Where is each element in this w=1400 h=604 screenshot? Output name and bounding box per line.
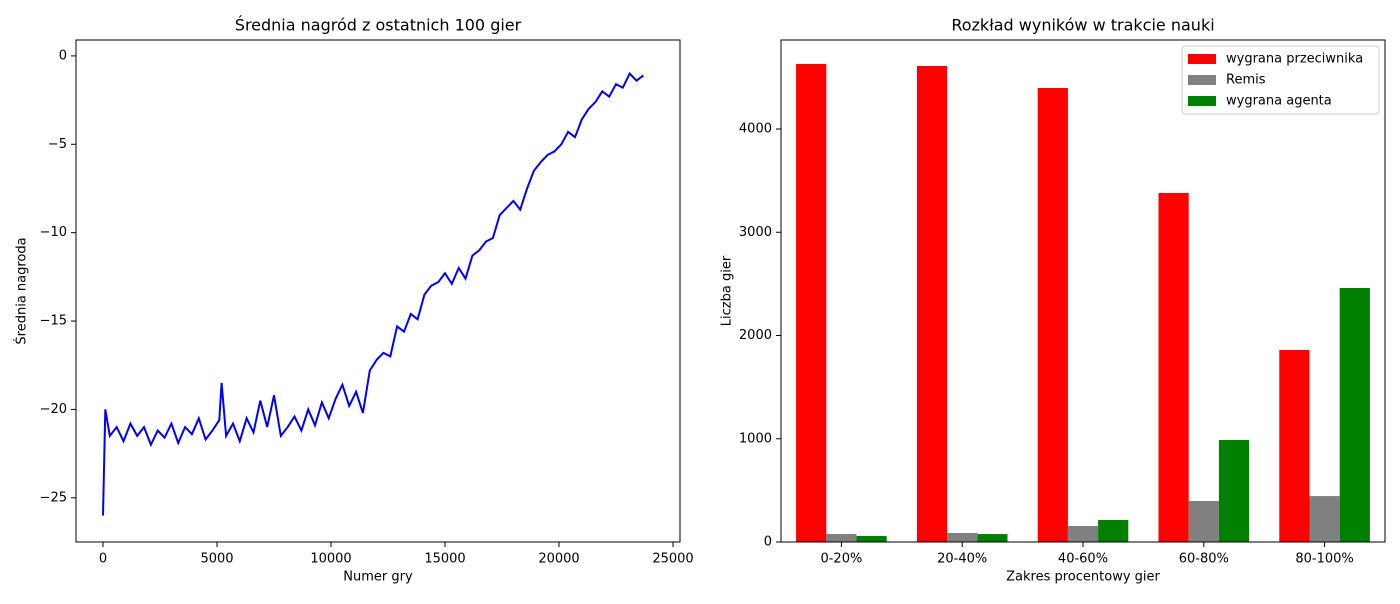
legend-label: Remis (1226, 73, 1266, 88)
y-tick-label: 0 (59, 48, 67, 63)
line-series (102, 71, 645, 516)
bar (826, 534, 857, 542)
y-tick-label: −15 (40, 314, 67, 329)
bar (1067, 525, 1099, 542)
x-tick-label: 20000 (538, 552, 579, 567)
y-axis-label: Liczba gier (720, 255, 735, 326)
x-axis-label: Numer gry (343, 570, 413, 585)
y-axis-label: Średnia nagroda (14, 237, 30, 344)
bar (1279, 349, 1310, 542)
bar (796, 63, 827, 543)
legend-box (1181, 45, 1380, 115)
legend-swatch (1188, 96, 1216, 106)
x-axis-label: Zakres procentowy gier (1006, 570, 1160, 585)
bar (977, 534, 1008, 542)
y-tick-label: −10 (40, 225, 67, 240)
x-tick-label: 25000 (652, 552, 693, 567)
x-tick-label: 10000 (310, 552, 351, 567)
x-tick-label: 40-60% (1058, 552, 1108, 567)
bar (1037, 88, 1068, 542)
bar (1098, 520, 1129, 542)
bar (1218, 439, 1250, 542)
y-tick-label: 3000 (739, 225, 772, 240)
chart-title: Rozkład wyników w trakcie nauki (951, 16, 1214, 35)
chart-title: Średnia nagród z ostatnich 100 gier (235, 16, 522, 35)
x-tick-label: 5000 (200, 552, 233, 567)
x-tick-label: 15000 (424, 552, 465, 567)
plot-frame (75, 39, 681, 543)
plot-frame (780, 39, 1386, 543)
bar (947, 533, 978, 542)
y-tick-label: −20 (40, 402, 67, 417)
bar (856, 536, 887, 542)
y-tick-label: 0 (764, 535, 772, 550)
bar (1309, 496, 1340, 542)
x-tick-label: 20-40% (937, 552, 987, 567)
bar (1339, 288, 1370, 542)
legend-swatch (1188, 75, 1216, 85)
y-tick-label: −5 (48, 137, 67, 152)
bar (1188, 501, 1219, 542)
x-tick-label: 0 (99, 552, 107, 567)
y-tick-label: 1000 (739, 431, 772, 446)
y-tick-label: 2000 (739, 328, 772, 343)
legend-label: wygrana przeciwnika (1226, 52, 1363, 67)
legend-label: wygrana agenta (1226, 94, 1332, 109)
y-tick-label: 4000 (739, 122, 772, 137)
x-tick-label: 80-100% (1295, 552, 1353, 567)
x-tick-label: 60-80% (1179, 552, 1229, 567)
x-tick-label: 0-20% (820, 552, 862, 567)
bar (916, 66, 948, 542)
bar (1158, 193, 1189, 542)
legend-swatch (1188, 54, 1216, 64)
y-tick-label: −25 (40, 490, 67, 505)
